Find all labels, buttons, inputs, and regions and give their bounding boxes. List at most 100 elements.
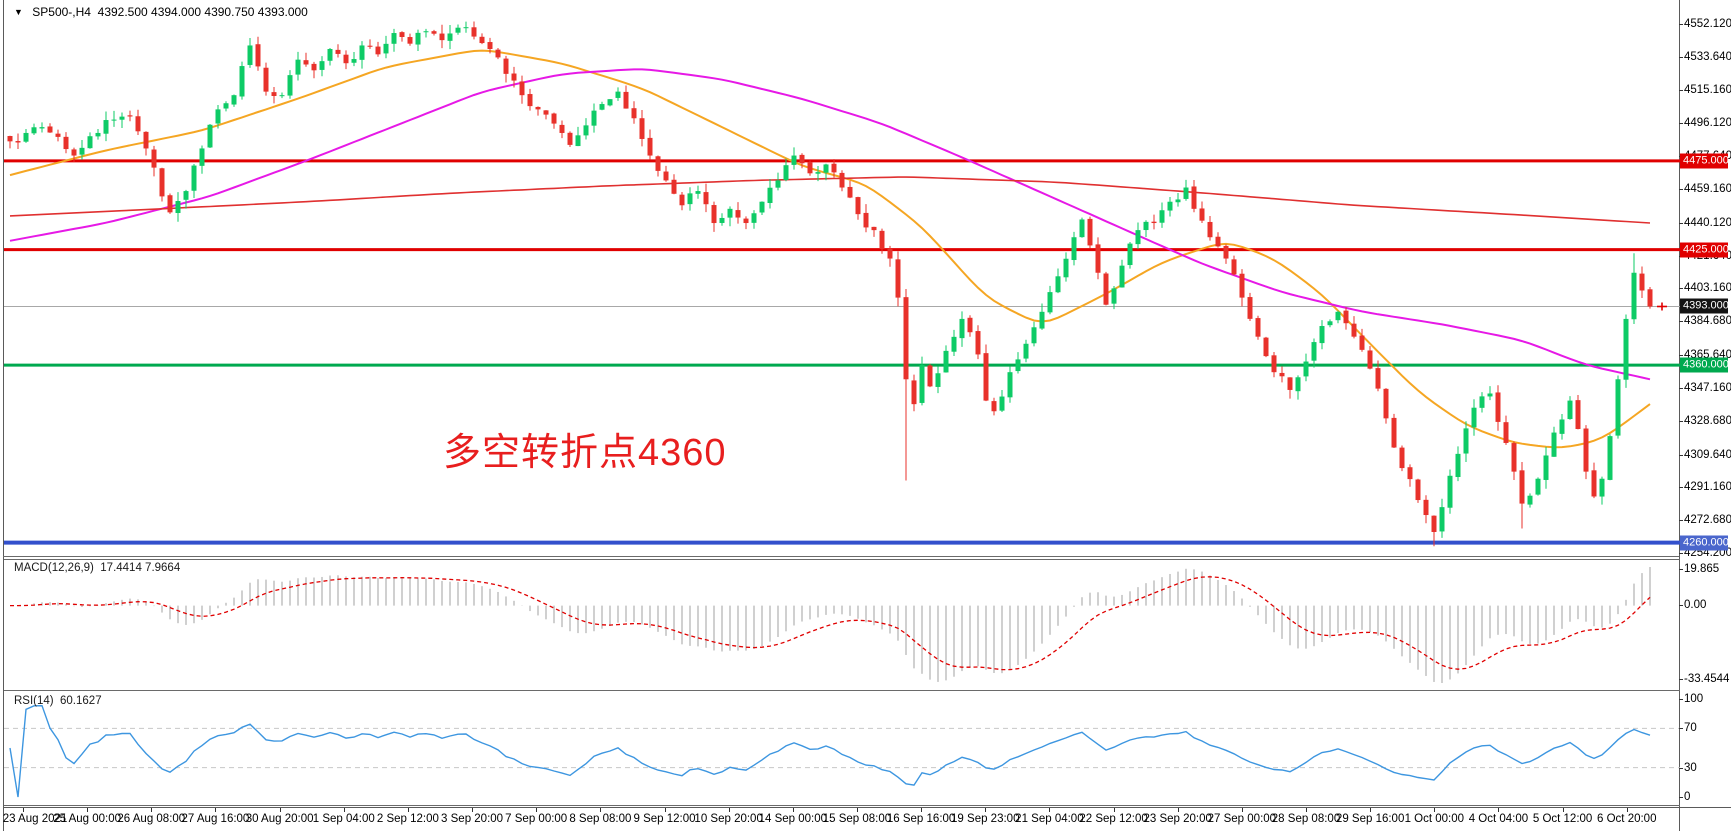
time-tick <box>1113 808 1115 812</box>
candle-body <box>895 259 901 298</box>
main-price-chart[interactable] <box>4 1 1680 556</box>
candle-body <box>935 373 941 387</box>
candle-body <box>1463 428 1469 454</box>
time-tick <box>1562 808 1564 812</box>
price-tick-label: 4309.640 <box>1684 448 1731 461</box>
time-label: 27 Aug 16:00 <box>181 813 250 825</box>
candle-body <box>1359 335 1365 350</box>
time-axis[interactable]: 23 Aug 2021 25 Aug 00:00 26 Aug 08:00 27 Au… <box>3 807 1731 831</box>
candle-body <box>983 353 989 401</box>
price-tick-label: 4440.120 <box>1684 216 1731 229</box>
candle-body <box>823 164 829 173</box>
candle-body <box>855 197 861 215</box>
candle-body <box>1191 186 1197 209</box>
candle-body <box>1639 273 1645 291</box>
candle-body <box>1183 187 1189 199</box>
time-label: 6 Oct 20:00 <box>1597 813 1657 825</box>
time-label: 23 Aug 2021 <box>2 813 68 825</box>
candle-body <box>791 155 797 165</box>
candle-body <box>1071 237 1077 261</box>
candle-body <box>1223 245 1229 259</box>
axis-tick <box>1679 552 1683 554</box>
candle-body <box>1647 289 1653 307</box>
candle-body <box>1391 417 1397 448</box>
axis-tick <box>1679 89 1683 91</box>
candle-body <box>1247 297 1253 319</box>
candle-body <box>1535 478 1541 495</box>
candle-body <box>215 109 221 124</box>
candle-body <box>623 91 629 109</box>
axis-tick <box>1679 321 1683 323</box>
panel-separator[interactable] <box>3 556 1679 557</box>
axis-tick <box>1679 679 1683 680</box>
candle-body <box>535 106 541 110</box>
rsi-indicator-panel[interactable] <box>4 691 1680 806</box>
candle-body <box>511 73 517 81</box>
candle-body <box>959 318 965 339</box>
candle-body <box>471 27 477 37</box>
axis-tick <box>1679 699 1683 700</box>
candle-body <box>407 37 413 44</box>
candle-body <box>295 59 301 75</box>
candle-body <box>1007 372 1013 398</box>
candle-body <box>615 91 621 98</box>
time-label: 28 Sep 08:00 <box>1271 813 1341 825</box>
fast-ma-line[interactable] <box>9 49 1651 449</box>
candle-body <box>951 336 957 352</box>
candle-body <box>663 171 669 181</box>
candle-body <box>551 113 557 124</box>
macd-label: MACD(12,26,9) 17.4414 7.9664 <box>14 562 180 574</box>
candle-body <box>863 212 869 228</box>
symbol-dropdown-icon[interactable]: ▼ <box>14 7 23 17</box>
candle-body <box>839 172 845 188</box>
time-tick <box>792 808 794 812</box>
candle-body <box>799 154 805 164</box>
candle-body <box>175 201 181 214</box>
candle-body <box>71 149 77 156</box>
candle-body <box>727 208 733 218</box>
candle-body <box>1527 495 1533 505</box>
candle-body <box>647 137 653 156</box>
time-label: 22 Sep 12:00 <box>1079 813 1148 825</box>
candle-body <box>567 132 573 145</box>
candle-body <box>1303 361 1309 377</box>
time-tick <box>1306 808 1307 812</box>
candle-body <box>1615 379 1621 436</box>
axis-tick <box>1679 569 1683 570</box>
candle-body <box>359 45 365 60</box>
candle-body <box>1439 507 1445 532</box>
slow-ma-line[interactable] <box>9 176 1651 224</box>
time-label: 16 Sep 16:00 <box>886 813 956 825</box>
macd-name: MACD(12,26,9) <box>14 562 94 574</box>
time-label: 27 Sep 00:00 <box>1207 813 1277 825</box>
candle-body <box>1335 311 1341 321</box>
candle-body <box>999 396 1005 411</box>
text-annotation[interactable]: 多空转折点4360 <box>443 432 727 474</box>
candle-body <box>815 172 821 174</box>
candle-body <box>1087 218 1093 246</box>
price-badge-4260.000: 4260.000 <box>1680 535 1729 551</box>
time-tick <box>407 808 409 812</box>
time-tick <box>1434 808 1436 812</box>
candle-body <box>1495 392 1501 422</box>
time-label: 26 Aug 08:00 <box>117 813 186 825</box>
mid-ma-line[interactable] <box>9 68 1651 381</box>
candle-body <box>887 248 893 259</box>
candle-body <box>671 179 677 194</box>
macd-indicator-panel[interactable] <box>4 559 1680 691</box>
candle-body <box>943 350 949 373</box>
candle-body <box>495 49 501 58</box>
axis-tick <box>1679 123 1683 125</box>
axis-tick <box>1679 222 1683 224</box>
time-label: 30 Aug 20:00 <box>245 813 314 825</box>
rsi-tick-label: 30 <box>1684 761 1697 774</box>
candle-body <box>351 59 357 63</box>
candle-body <box>575 135 581 147</box>
time-tick <box>279 808 281 812</box>
time-label: 5 Oct 12:00 <box>1532 813 1593 825</box>
candle-body <box>47 126 53 133</box>
axis-tick <box>1679 797 1683 798</box>
candle-body <box>1143 221 1149 231</box>
candle-body <box>847 186 853 198</box>
candle-body <box>751 213 757 223</box>
